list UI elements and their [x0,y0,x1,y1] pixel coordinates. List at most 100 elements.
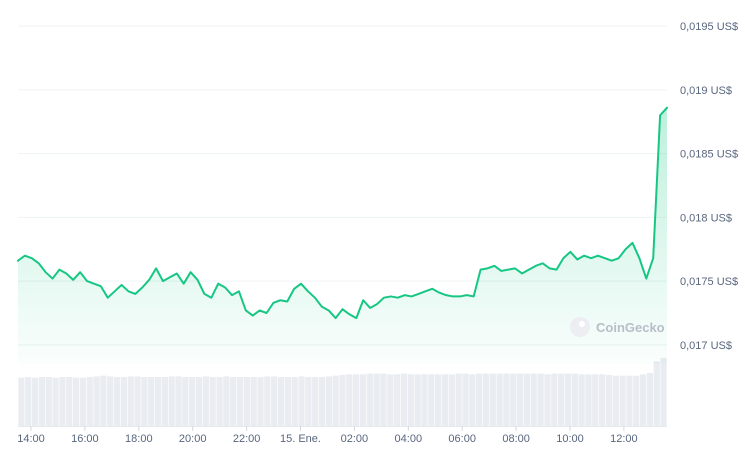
volume-bar [175,376,182,426]
volume-bar [339,375,346,426]
volume-bar [38,377,46,426]
volume-bar [291,377,298,426]
volume-bar [496,373,503,426]
y-axis-ticks: 0,0195 US$ 0,019 US$ 0,0185 US$ 0,018 US$ 0,… [680,21,738,352]
volume-bar [476,373,483,426]
y-tick-label: 0,0195 US$ [680,21,738,33]
volume-bar [18,377,25,426]
volume-bar [435,374,442,426]
volume-bar [25,377,32,426]
volume-bar [148,377,155,426]
volume-bar [585,374,592,426]
volume-bar [537,373,544,426]
volume-bar [394,374,401,426]
x-tick-label: 18:00 [125,433,153,445]
volume-bar [52,377,59,426]
volume-bar [243,377,250,426]
volume-bar [633,375,640,426]
volume-bar [113,377,121,426]
volume-bar [93,376,100,426]
volume-bar [59,377,66,426]
y-tick-label: 0,0175 US$ [680,276,738,288]
volume-bar [530,373,537,426]
volume-bar [469,374,476,426]
volume-bar [353,374,360,426]
volume-bar [366,373,373,426]
volume-bar [639,374,647,426]
volume-bar [230,377,237,426]
volume-bar [612,375,619,426]
volume-bar [380,373,387,426]
volume-bar [441,374,449,426]
volume-bar [257,377,264,426]
gecko-logo-icon [570,317,590,337]
price-area-fill [18,107,667,364]
volume-bar [619,375,626,426]
volume-bar [31,377,39,426]
volume-bar [298,376,305,426]
volume-bar [223,376,230,426]
x-tick-label: 20:00 [179,433,207,445]
volume-bar [284,377,291,426]
volume-bar [414,374,421,426]
volume-bar [134,376,141,426]
x-tick-label: 10:00 [556,433,584,445]
volume-bar [79,377,87,426]
volume-bar [189,377,196,426]
volume-bar [332,375,339,426]
volume-bar [154,377,162,426]
x-tick-label: 04:00 [395,433,423,445]
x-tick-label: 06:00 [448,433,476,445]
x-tick-label: 16:00 [71,433,99,445]
y-tick-label: 0,019 US$ [680,85,732,97]
volume-bar [195,377,203,426]
volume-bar [250,377,257,426]
volume-bar [407,374,414,426]
price-line [17,106,668,320]
volume-bar [100,375,107,426]
volume-bar [373,373,380,426]
volume-bar [557,373,565,426]
volume-bar [45,377,52,426]
x-tick-label: 22:00 [233,433,261,445]
volume-bar [312,377,319,426]
volume-bar [271,376,278,426]
volume-bar [626,375,633,426]
volume-bar [387,374,394,426]
y-tick-label: 0,0185 US$ [680,149,738,161]
volume-bar [489,373,496,426]
x-tick-label: 02:00 [341,433,369,445]
volume-bar [428,374,435,426]
price-area [18,107,667,364]
volume-bar [660,358,667,426]
volume-bar [482,373,490,426]
volume-bar [107,376,114,426]
volume-bar [277,377,285,426]
volume-bar [503,373,510,426]
volume-bar [168,376,175,426]
volume-bar [400,373,408,426]
volume-bar [455,373,462,426]
volume-bar [578,374,585,426]
volume-bar [517,373,524,426]
volume-bar [571,373,578,426]
volume-bar [127,376,134,426]
volume-bar [462,373,469,426]
volume-bar [161,377,168,426]
volume-bar [605,375,613,426]
volume-bars [18,358,667,427]
volume-bar [216,377,223,426]
gecko-eye-icon [579,321,585,327]
volume-bar [236,377,244,426]
volume-bar [448,374,455,426]
volume-bar [598,374,606,426]
volume-bar [66,377,73,426]
y-tick-label: 0,018 US$ [680,212,732,224]
volume-bar [653,361,660,426]
volume-bar [318,377,326,426]
x-tick-label: 08:00 [502,433,530,445]
x-tick-label: 15. Ene. [280,433,321,445]
volume-bar [421,374,428,426]
volume-bar [182,377,189,426]
